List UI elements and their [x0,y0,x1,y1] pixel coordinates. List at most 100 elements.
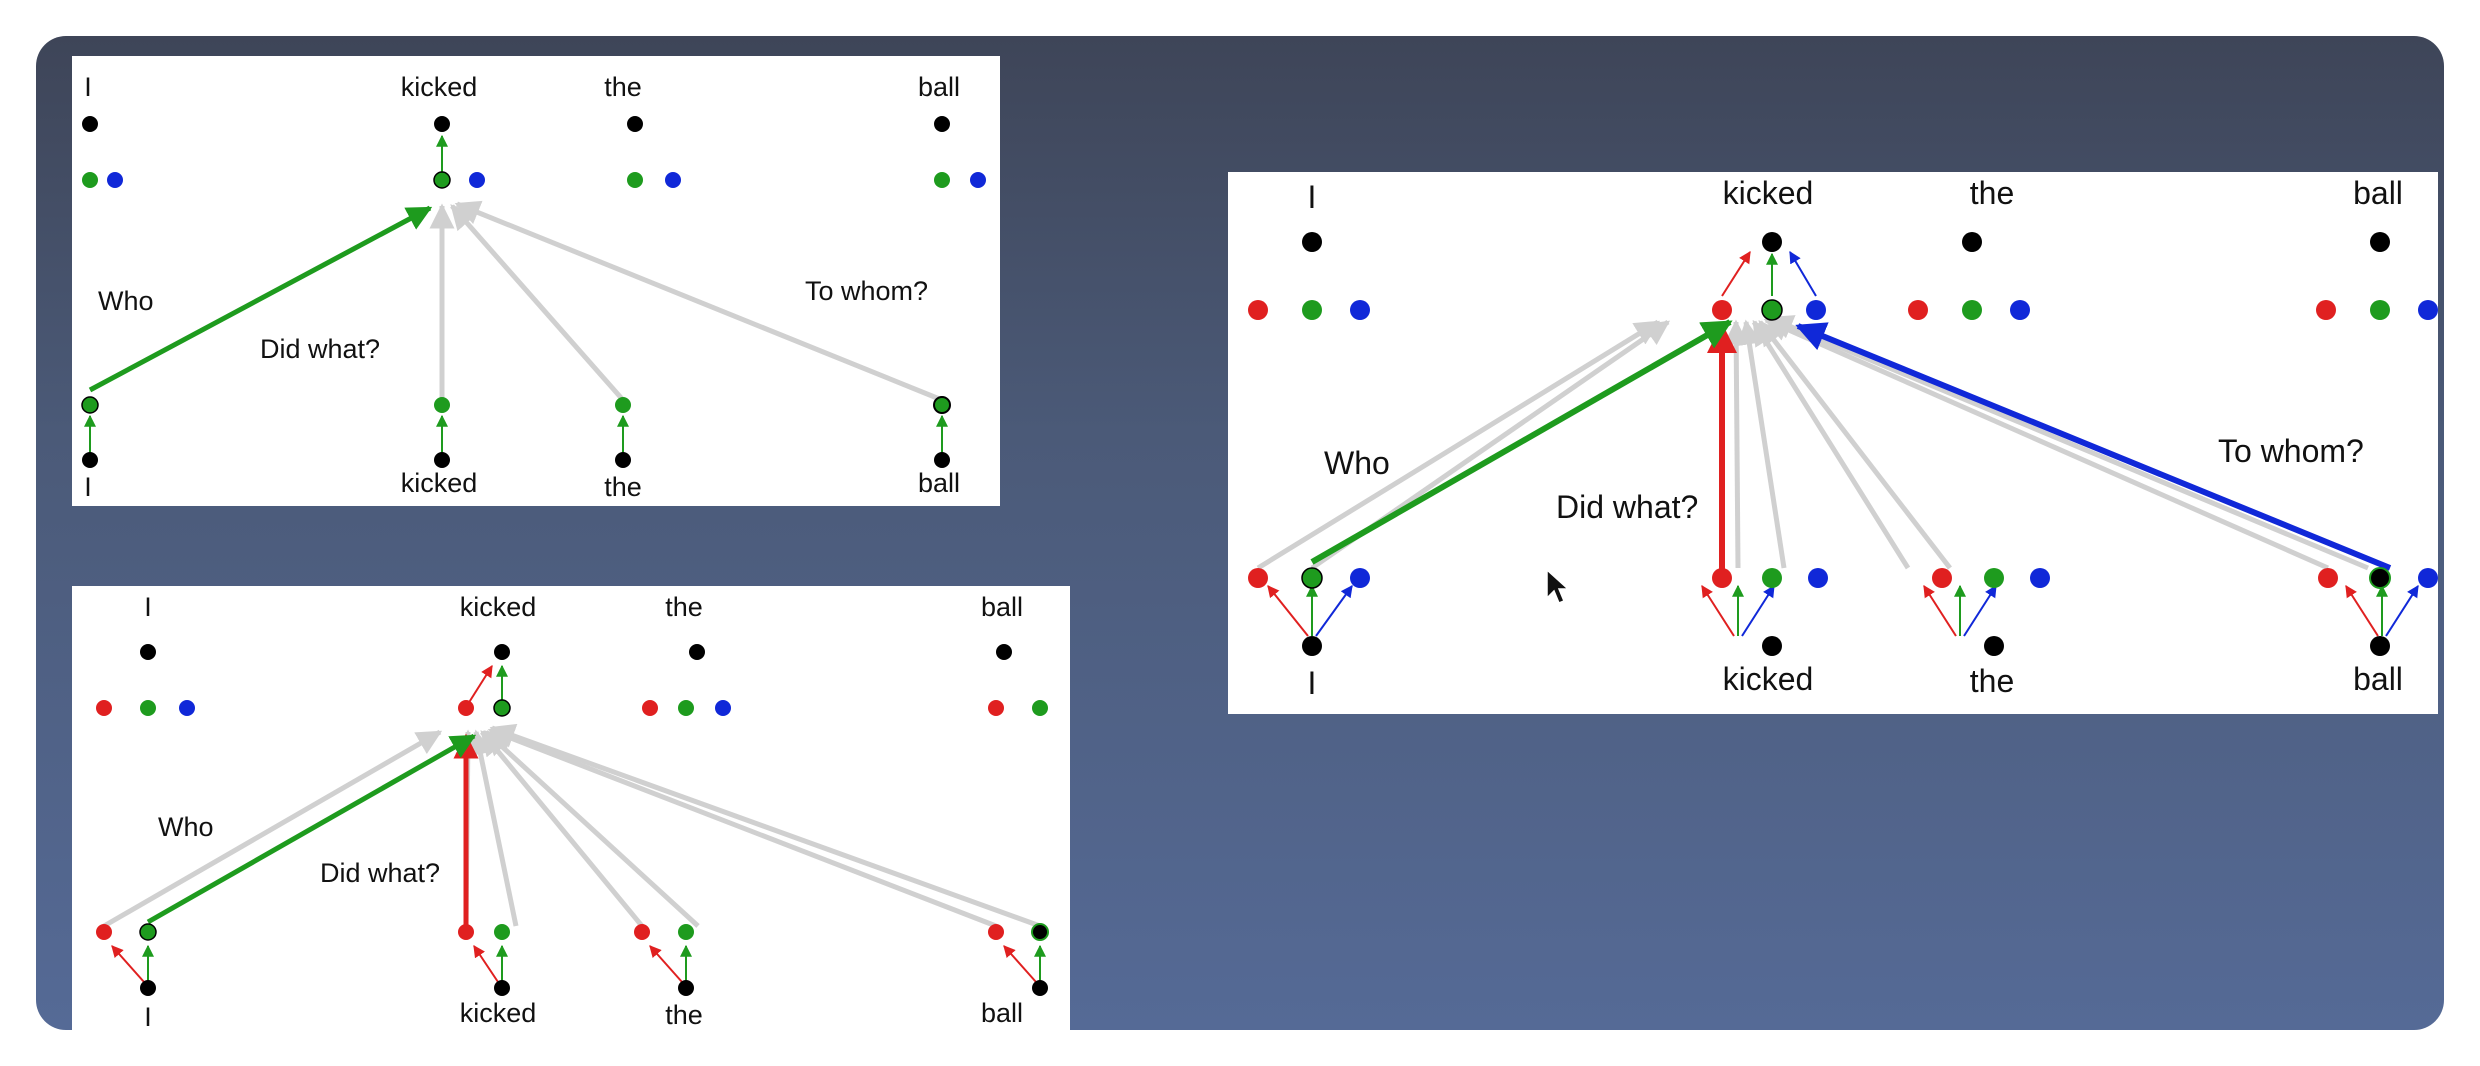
head-node-red [96,924,112,940]
head-node-green [494,924,510,940]
head-node-blue [1350,568,1370,588]
head-node-red [988,924,1004,940]
head-node-red [2316,300,2336,320]
input-node [1762,636,1782,656]
head-node-green [82,172,98,188]
annotation-who: Who [1324,445,1390,481]
attention-arrow [468,729,519,927]
head-node-blue [715,700,731,716]
input-node [1984,636,2004,656]
annotation-to-whom: To whom? [805,276,928,306]
projection-arrow [1741,584,1775,637]
attention-arrow [480,730,644,928]
word-label-bottom: I [144,1002,152,1030]
attention-arrow [489,723,1041,929]
output-node [627,116,643,132]
attention-arrow [1767,315,2369,571]
head-node-blue [1806,300,1826,320]
attention-arrow-who [88,205,433,393]
head-node-green [615,397,631,413]
head-node-green [1761,299,1783,321]
attention-arrow-who [1310,319,1733,565]
output-node [1302,232,1322,252]
head-node-blue [665,172,681,188]
word-label-top: I [144,592,152,622]
head-node-red [1712,300,1732,320]
projection-arrow [2385,584,2419,637]
attention-arrow [1763,317,2330,571]
head-node-green [139,923,157,941]
projection-arrow [1315,585,1353,637]
input-node [494,980,510,996]
head-node-green [1031,923,1049,941]
output-node [689,644,705,660]
head-node-green [2369,567,2391,589]
attention-arrow [484,730,700,928]
projection-arrow [473,945,499,983]
output-node [82,116,98,132]
projection-arrow [1963,584,1997,637]
word-label-top: ball [2353,175,2403,211]
word-label-bottom: ball [981,998,1023,1028]
mouse-cursor-icon [1546,568,1570,604]
head-node-green [1762,568,1782,588]
input-node [615,452,631,468]
attention-arrow [1737,319,1787,569]
head-node-green [678,700,694,716]
head-node-green [933,396,951,414]
head-node-red [1908,300,1928,320]
word-label-top: ball [981,592,1023,622]
head-node-green [1301,567,1323,589]
head-node-red [1248,568,1268,588]
annotation-did-what: Did what? [320,858,440,888]
word-label-top: the [604,72,642,102]
head-node-green [1984,568,2004,588]
projection-arrow [1923,584,1957,637]
input-node [82,452,98,468]
input-node [934,452,950,468]
input-node [1302,636,1322,656]
projection-arrow [1701,584,1735,637]
output-node [1762,232,1782,252]
projection-arrow [2345,584,2379,637]
head-node-red [988,700,1004,716]
head-node-green [433,171,451,189]
input-node [2370,636,2390,656]
head-node-red [96,700,112,716]
output-node [934,116,950,132]
head-node-red [1932,568,1952,588]
attention-arrow [1723,319,1749,569]
head-node-green [493,699,511,717]
head-node-blue [2030,568,2050,588]
projection-arrow [1003,945,1037,983]
input-node [434,452,450,468]
output-node [2370,232,2390,252]
projection-arrow [1267,585,1309,637]
word-label-top: the [665,592,703,622]
output-node [996,644,1012,660]
head-node-blue [1808,568,1828,588]
word-label-bottom: I [1308,665,1317,701]
word-label-bottom: the [665,1000,703,1030]
head-node-blue [2418,568,2438,588]
head-node-green [1962,300,1982,320]
projection-arrow [649,945,683,983]
head-node-red [642,700,658,716]
attention-arrow [1256,319,1661,571]
attention-arrow [1758,320,1952,570]
head-node-blue [469,172,485,188]
head-node-green [627,172,643,188]
head-node-blue [107,172,123,188]
head-node-blue [2418,300,2438,320]
annotation-did-what: Did what? [1556,489,1698,525]
head-node-red [1712,568,1732,588]
head-node-red [1248,300,1268,320]
output-node [140,644,156,660]
annotation-who: Who [158,812,214,842]
head-node-blue [1350,300,1370,320]
projection-arrow [111,945,145,983]
attention-arrow-to-whom [1795,322,2392,571]
head-node-green [81,396,99,414]
head-node-green [678,924,694,940]
attention-diagram-two-heads: I kicked the ball I kicked the ball Who … [72,586,1070,1030]
